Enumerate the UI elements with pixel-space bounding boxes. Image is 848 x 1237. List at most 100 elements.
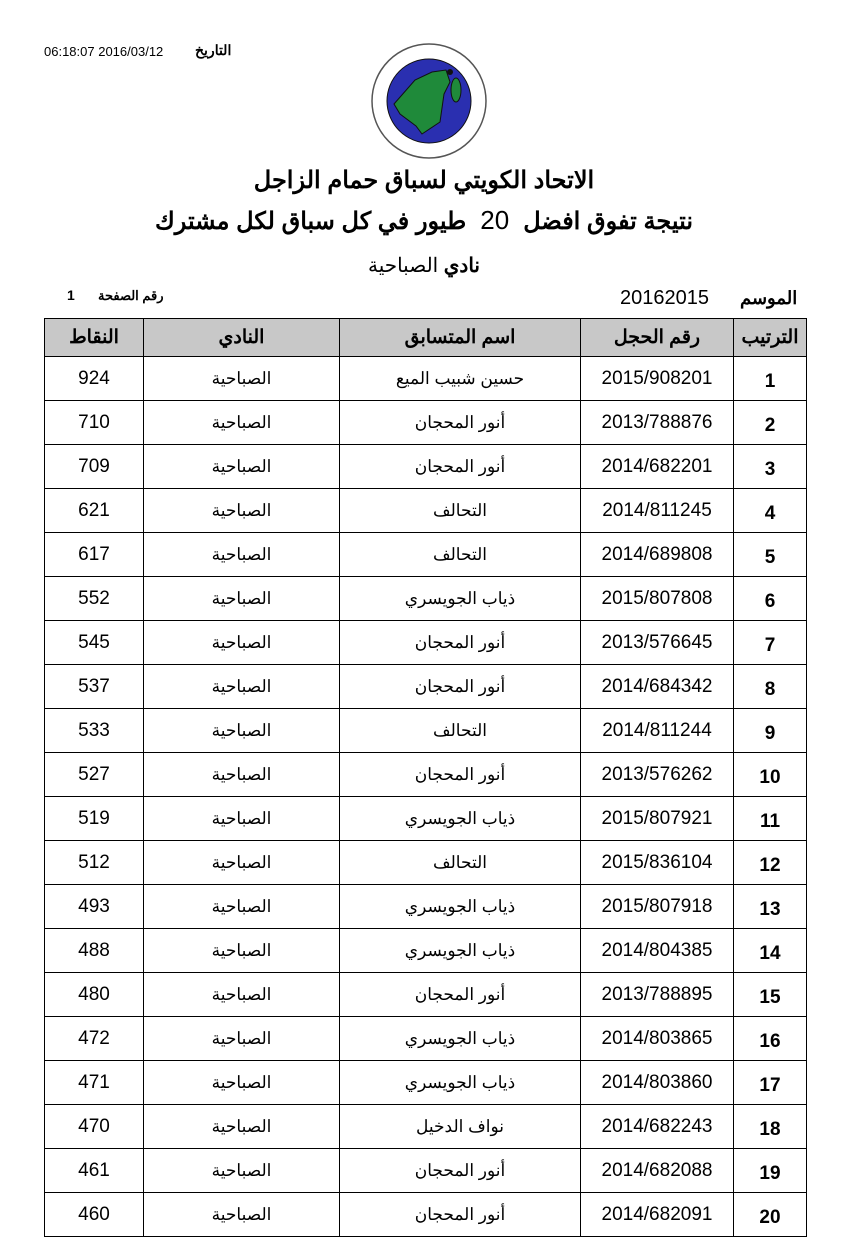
table-row: 3 2014/682201 أنور المحجان الصباحية 709	[44, 444, 807, 489]
club-cell: الصباحية	[143, 356, 340, 401]
club-line: نادي الصباحية	[0, 253, 848, 278]
competitor-name-cell: ذياب الجويسري	[339, 928, 581, 973]
club-cell: الصباحية	[143, 1016, 340, 1061]
rank-cell: 15	[733, 972, 807, 1017]
club-cell: الصباحية	[143, 1060, 340, 1105]
page-number-value: 1	[67, 287, 75, 303]
rank-cell: 12	[733, 840, 807, 885]
club-cell: الصباحية	[143, 884, 340, 929]
competitor-name-cell: أنور المحجان	[339, 1148, 581, 1193]
club-cell: الصباحية	[143, 1104, 340, 1149]
col-name: اسم المتسابق	[339, 318, 581, 357]
points-cell: 471	[44, 1060, 144, 1105]
club-cell: الصباحية	[143, 532, 340, 577]
points-cell: 533	[44, 708, 144, 753]
rank-cell: 6	[733, 576, 807, 621]
rank-cell: 17	[733, 1060, 807, 1105]
rank-cell: 20	[733, 1192, 807, 1237]
rank-cell: 19	[733, 1148, 807, 1193]
competitor-name-cell: أنور المحجان	[339, 664, 581, 709]
rank-cell: 14	[733, 928, 807, 973]
rank-cell: 8	[733, 664, 807, 709]
club-cell: الصباحية	[143, 664, 340, 709]
season-value: 20162015	[620, 287, 709, 309]
points-cell: 545	[44, 620, 144, 665]
points-cell: 924	[44, 356, 144, 401]
date-label: التاريخ	[195, 42, 232, 58]
table-row: 8 2014/684342 أنور المحجان الصباحية 537	[44, 664, 807, 709]
table-row: 14 2014/804385 ذياب الجويسري الصباحية 488	[44, 928, 807, 973]
club-cell: الصباحية	[143, 1192, 340, 1237]
points-cell: 621	[44, 488, 144, 533]
page-number-label: رقم الصفحة	[98, 288, 164, 303]
club-cell: الصباحية	[143, 752, 340, 797]
ring-number-cell: 2015/807918	[580, 884, 734, 929]
club-cell: الصباحية	[143, 576, 340, 621]
rank-cell: 16	[733, 1016, 807, 1061]
table-row: 5 2014/689808 التحالف الصباحية 617	[44, 532, 807, 577]
table-row: 16 2014/803865 ذياب الجويسري الصباحية 472	[44, 1016, 807, 1061]
table-row: 6 2015/807808 ذياب الجويسري الصباحية 552	[44, 576, 807, 621]
club-cell: الصباحية	[143, 400, 340, 445]
points-cell: 527	[44, 752, 144, 797]
competitor-name-cell: أنور المحجان	[339, 752, 581, 797]
table-row: 15 2013/788895 أنور المحجان الصباحية 480	[44, 972, 807, 1017]
club-cell: الصباحية	[143, 840, 340, 885]
club-cell: الصباحية	[143, 1148, 340, 1193]
col-club: النادي	[143, 318, 340, 357]
ring-number-cell: 2014/689808	[580, 532, 734, 577]
print-datetime: 06:18:07 2016/03/12	[44, 44, 164, 59]
ring-number-cell: 2015/836104	[580, 840, 734, 885]
table-row: 17 2014/803860 ذياب الجويسري الصباحية 471	[44, 1060, 807, 1105]
ring-number-cell: 2013/788876	[580, 400, 734, 445]
rank-cell: 7	[733, 620, 807, 665]
ring-number-cell: 2015/908201	[580, 356, 734, 401]
points-cell: 472	[44, 1016, 144, 1061]
club-cell: الصباحية	[143, 620, 340, 665]
rank-cell: 4	[733, 488, 807, 533]
points-cell: 617	[44, 532, 144, 577]
points-cell: 519	[44, 796, 144, 841]
col-rank: الترتيب	[733, 318, 807, 357]
points-cell: 470	[44, 1104, 144, 1149]
ring-number-cell: 2014/682243	[580, 1104, 734, 1149]
rank-cell: 18	[733, 1104, 807, 1149]
table-row: 7 2013/576645 أنور المحجان الصباحية 545	[44, 620, 807, 665]
ring-number-cell: 2014/682088	[580, 1148, 734, 1193]
competitor-name-cell: التحالف	[339, 708, 581, 753]
results-table: الترتيب رقم الحجل اسم المتسابق النادي ال…	[44, 318, 807, 1237]
rank-cell: 9	[733, 708, 807, 753]
competitor-name-cell: أنور المحجان	[339, 1192, 581, 1237]
club-name: الصباحية	[367, 255, 439, 277]
competitor-name-cell: ذياب الجويسري	[339, 1016, 581, 1061]
table-row: 11 2015/807921 ذياب الجويسري الصباحية 519	[44, 796, 807, 841]
season-label: الموسم	[740, 288, 798, 308]
points-cell: 552	[44, 576, 144, 621]
ring-number-cell: 2014/804385	[580, 928, 734, 973]
table-row: 19 2014/682088 أنور المحجان الصباحية 461	[44, 1148, 807, 1193]
report-title-number: 20	[480, 205, 510, 235]
table-row: 10 2013/576262 أنور المحجان الصباحية 527	[44, 752, 807, 797]
club-cell: الصباحية	[143, 708, 340, 753]
ring-number-cell: 2013/576262	[580, 752, 734, 797]
report-title-part1: نتيجة تفوق افضل	[523, 208, 694, 235]
competitor-name-cell: أنور المحجان	[339, 400, 581, 445]
competitor-name-cell: ذياب الجويسري	[339, 884, 581, 929]
ring-number-cell: 2014/811244	[580, 708, 734, 753]
table-row: 4 2014/811245 التحالف الصباحية 621	[44, 488, 807, 533]
table-row: 13 2015/807918 ذياب الجويسري الصباحية 493	[44, 884, 807, 929]
competitor-name-cell: التحالف	[339, 488, 581, 533]
points-cell: 488	[44, 928, 144, 973]
table-row: 1 2015/908201 حسين شبيب الميع الصباحية 924	[44, 356, 807, 401]
ring-number-cell: 2014/682201	[580, 444, 734, 489]
table-row: 12 2015/836104 التحالف الصباحية 512	[44, 840, 807, 885]
club-label: نادي	[443, 255, 481, 277]
competitor-name-cell: ذياب الجويسري	[339, 796, 581, 841]
rank-cell: 2	[733, 400, 807, 445]
competitor-name-cell: التحالف	[339, 840, 581, 885]
ring-number-cell: 2015/807921	[580, 796, 734, 841]
club-cell: الصباحية	[143, 928, 340, 973]
table-row: 20 2014/682091 أنور المحجان الصباحية 460	[44, 1192, 807, 1237]
rank-cell: 11	[733, 796, 807, 841]
report-title: نتيجة تفوق افضل 20 طيور في كل سباق لكل مشت…	[0, 205, 848, 236]
